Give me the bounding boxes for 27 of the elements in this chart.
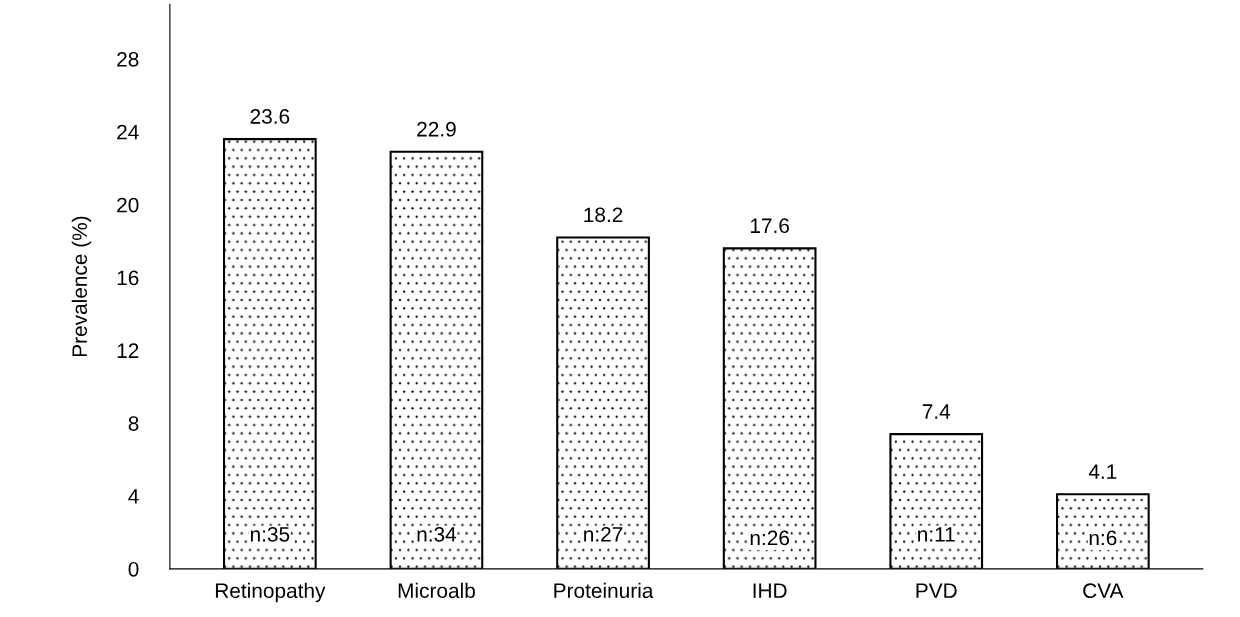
data-label: 4.1 xyxy=(1088,464,1117,479)
data-label: 18.2 xyxy=(584,207,623,223)
data-label: 23.6 xyxy=(250,109,290,124)
y-axis-title: Prevalence (%) xyxy=(71,216,92,357)
annotation: n:26 xyxy=(750,530,789,546)
y-tick-label: 16 xyxy=(117,270,139,286)
y-tick-label: 12 xyxy=(117,343,139,358)
annotation: n:35 xyxy=(250,526,290,542)
y-tick-label: 20 xyxy=(117,197,139,213)
y-tick-label: 4 xyxy=(128,489,139,504)
annotation: n:34 xyxy=(417,526,457,542)
x-tick-label: Retinopathy xyxy=(215,582,326,603)
y-tick-label: 24 xyxy=(117,124,139,140)
x-tick-label: CVA xyxy=(1083,583,1124,599)
y-tick-label: 8 xyxy=(128,416,139,431)
data-label: 17.6 xyxy=(750,218,789,234)
annotation: n:11 xyxy=(918,527,955,542)
x-tick-label: PVD xyxy=(916,583,957,598)
data-label: 22.9 xyxy=(417,121,456,137)
y-tick-label: 28 xyxy=(117,51,139,67)
x-tick-label: IHD xyxy=(753,583,787,598)
x-tick-label: Microalb xyxy=(398,582,475,599)
x-tick-label: Proteinuria xyxy=(554,582,654,599)
y-tick-label: 0 xyxy=(128,561,139,577)
annotation: n:27 xyxy=(584,526,623,542)
annotation: n:6 xyxy=(1089,530,1117,546)
data-label: 7.4 xyxy=(922,404,951,419)
